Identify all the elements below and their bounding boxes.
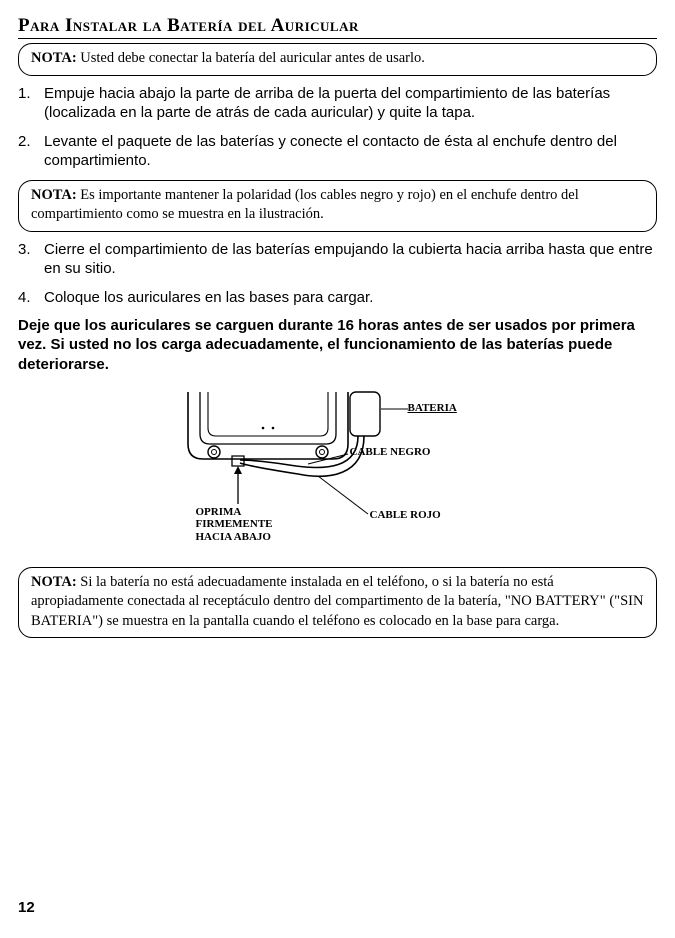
note-text: Es importante mantener la polaridad (los…	[31, 187, 579, 223]
note-box-3: NOTA: Si la batería no está adecuadament…	[18, 567, 657, 639]
diagram: BATERIA CABLE NEGRO CABLE ROJO OPRIMA FI…	[178, 384, 498, 559]
note-text: Usted debe conectar la batería del auric…	[77, 50, 425, 66]
step-item: Empuje hacia abajo la parte de arriba de…	[18, 84, 657, 123]
page-root: Para Instalar la Batería del Auricular N…	[0, 0, 675, 938]
diagram-label-cable-negro: CABLE NEGRO	[350, 446, 431, 459]
steps-list-b: Cierre el compartimiento de las baterías…	[18, 240, 657, 308]
note-text: Si la batería no está adecuadamente inst…	[31, 574, 643, 629]
note-label: NOTA:	[31, 574, 77, 590]
diagram-wrap: BATERIA CABLE NEGRO CABLE ROJO OPRIMA FI…	[18, 384, 657, 559]
diagram-label-oprima-1: OPRIMA	[196, 506, 242, 518]
page-number: 12	[18, 899, 35, 916]
diagram-label-oprima-3: HACIA ABAJO	[196, 531, 272, 543]
step-item: Levante el paquete de las baterías y con…	[18, 132, 657, 171]
step-item: Cierre el compartimiento de las baterías…	[18, 240, 657, 279]
note-label: NOTA:	[31, 187, 77, 203]
diagram-label-cable-rojo: CABLE ROJO	[370, 509, 441, 522]
diagram-label-bateria: BATERIA	[408, 402, 457, 415]
note-box-1: NOTA: Usted debe conectar la batería del…	[18, 43, 657, 76]
section-title: Para Instalar la Batería del Auricular	[18, 15, 657, 39]
note-box-2: NOTA: Es importante mantener la polarida…	[18, 180, 657, 232]
note-label: NOTA:	[31, 50, 77, 66]
diagram-label-oprima-2: FIRMEMENTE	[196, 518, 273, 530]
step-item: Coloque los auriculares en las bases par…	[18, 288, 657, 308]
emphasis-paragraph: Deje que los auriculares se carguen dura…	[18, 316, 657, 374]
steps-list-a: Empuje hacia abajo la parte de arriba de…	[18, 84, 657, 171]
